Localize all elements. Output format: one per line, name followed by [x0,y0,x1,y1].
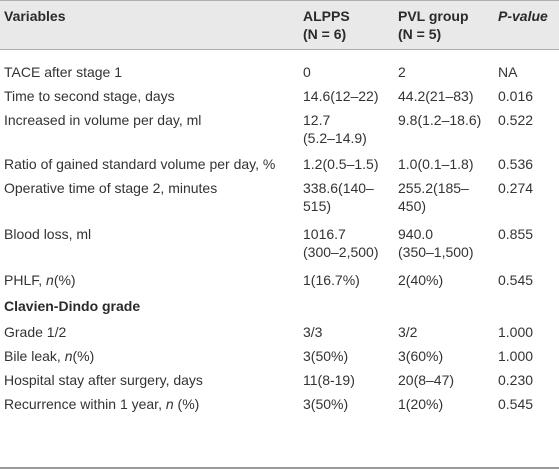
row-alpps: 0 [303,64,311,80]
row-pvl: 940.0 [398,226,434,242]
row-pvalue: 0.230 [498,372,534,388]
row-pvl-line2: 450) [398,198,427,214]
row-alpps: 11(8-19) [303,372,355,388]
row-alpps: 1(16.7%) [303,272,360,288]
header-pvl: PVL group [398,8,469,24]
row-label: Bile leak, n(%) [4,348,95,364]
header-variables: Variables [4,8,66,24]
row-alpps-line2: (300–2,500) [303,244,379,260]
row-pvalue: 0.545 [498,272,534,288]
row-alpps: 12.7 [303,112,331,128]
row-alpps: 3/3 [303,324,323,340]
row-alpps-line2: (5.2–14.9) [303,130,367,146]
row-pvl: 3(60%) [398,348,444,364]
row-alpps: 14.6(12–22) [303,88,379,104]
row-pvalue: 0.016 [498,88,534,104]
row-label: PHLF, n(%) [4,272,76,288]
table-top-rule [0,0,559,1]
row-pvl: 1(20%) [398,396,444,412]
row-pvalue: 0.855 [498,226,534,242]
table-header-rule [0,49,559,50]
row-alpps: 1.2(0.5–1.5) [303,156,379,172]
row-pvl: 1.0(0.1–1.8) [398,156,474,172]
row-label: TACE after stage 1 [4,64,123,80]
header-pvl-n: (N = 5) [398,26,442,42]
row-pvalue: 0.545 [498,396,534,412]
row-label: Hospital stay after surgery, days [4,372,203,388]
row-label: Ratio of gained standard volume per day,… [4,156,276,172]
header-alpps-n: (N = 6) [303,26,347,42]
row-pvl: 3/2 [398,324,418,340]
row-pvl: 44.2(21–83) [398,88,474,104]
row-pvalue: NA [498,64,518,80]
table-bottom-rule [0,467,559,469]
row-label: Increased in volume per day, ml [4,112,202,128]
row-pvalue: 1.000 [498,348,534,364]
row-alpps: 338.6(140– [303,180,374,196]
row-pvl: 9.8(1.2–18.6) [398,112,482,128]
row-label: Time to second stage, days [4,88,175,104]
section-heading: Clavien-Dindo grade [4,298,141,314]
table-header-band [0,0,559,49]
row-pvl: 2(40%) [398,272,444,288]
row-pvalue: 0.274 [498,180,534,196]
row-label: Grade 1/2 [4,324,67,340]
row-pvl: 2 [398,64,406,80]
row-pvl: 20(8–47) [398,372,455,388]
row-pvl: 255.2(185– [398,180,469,196]
row-label: Recurrence within 1 year, n (%) [4,396,200,412]
row-label: Blood loss, ml [4,226,92,242]
header-alpps: ALPPS [303,8,350,24]
row-label: Operative time of stage 2, minutes [4,180,218,196]
row-alpps: 1016.7 [303,226,346,242]
row-alpps-line2: 515) [303,198,332,214]
row-pvalue: 0.522 [498,112,534,128]
row-pvalue: 0.536 [498,156,534,172]
row-pvalue: 1.000 [498,324,534,340]
row-alpps: 3(50%) [303,348,349,364]
row-pvl-line2: (350–1,500) [398,244,474,260]
row-alpps: 3(50%) [303,396,349,412]
header-pvalue: P-value [498,8,548,24]
